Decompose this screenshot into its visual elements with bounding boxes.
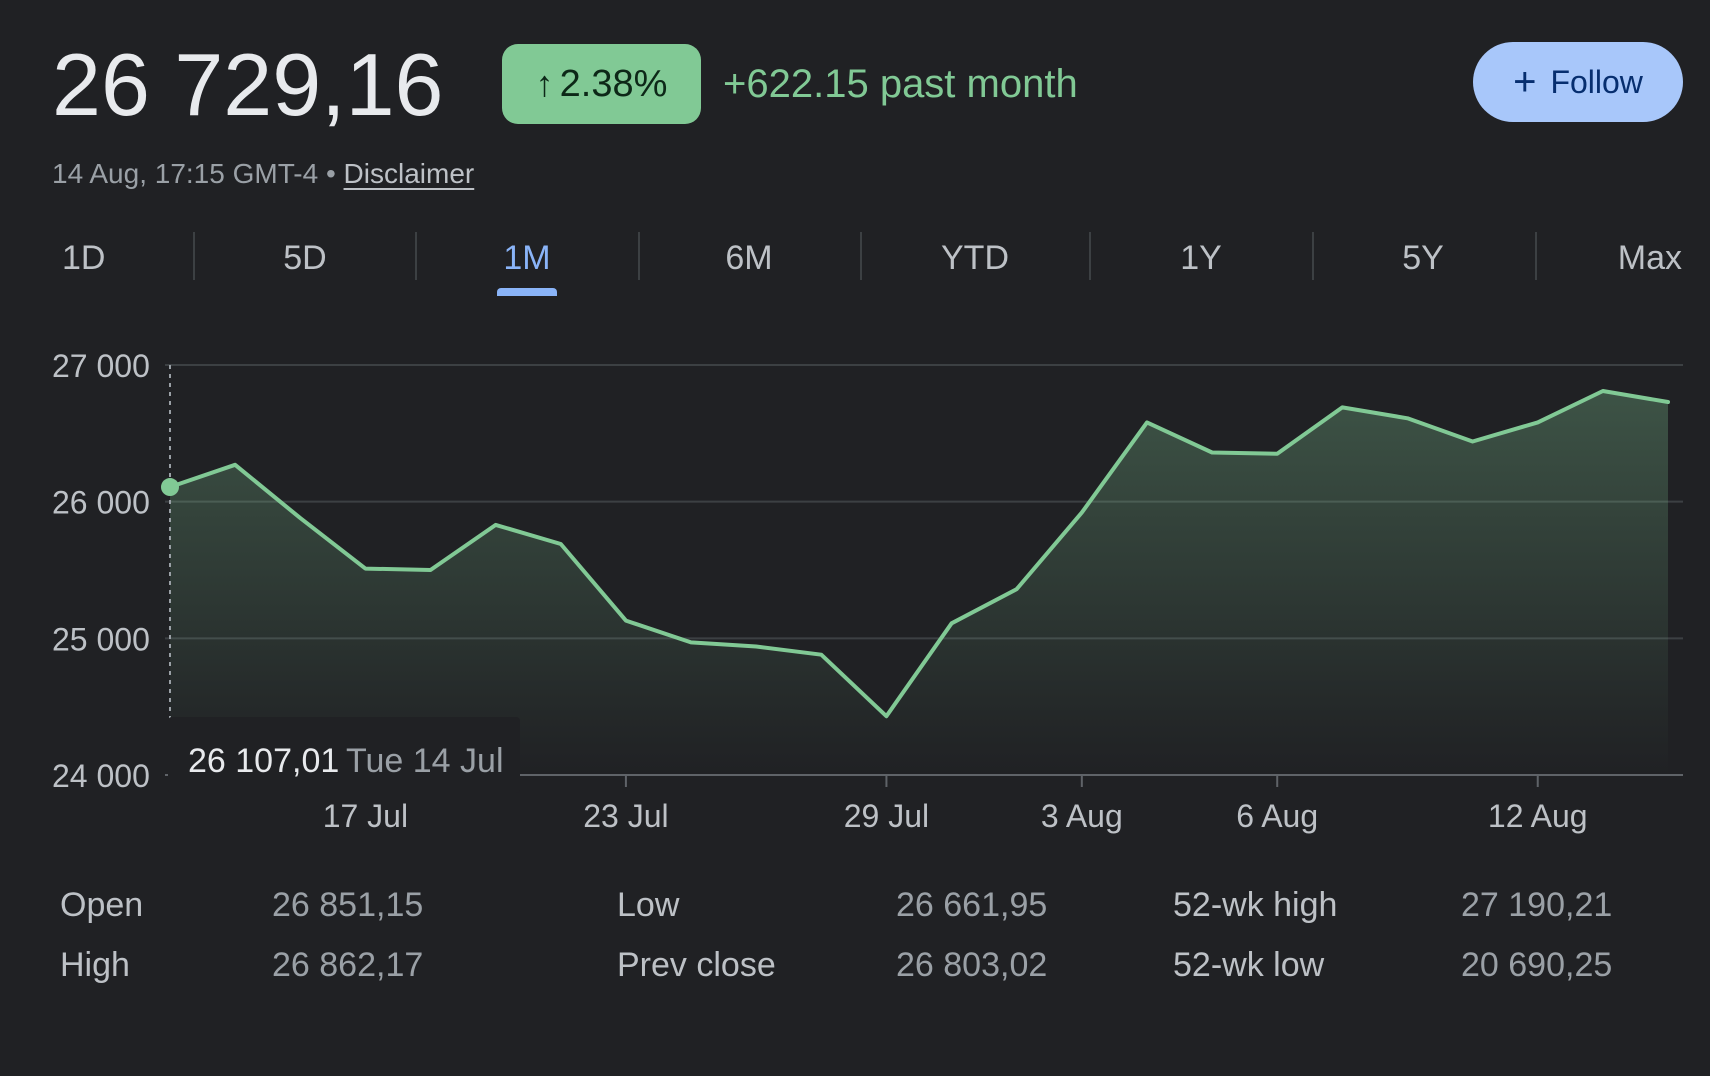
tab-1y[interactable]: 1Y bbox=[1180, 239, 1222, 277]
data-point[interactable] bbox=[555, 538, 567, 550]
stat-label-low: Low bbox=[617, 886, 680, 924]
tooltip-date: Tue 14 Jul bbox=[346, 742, 504, 780]
x-tick-label: 29 Jul bbox=[844, 798, 929, 834]
stat-value-open: 26 851,15 bbox=[272, 886, 424, 924]
price-chart: 17 Jul 23 Jul 29 Jul 3 Aug 6 Aug 12 Aug 24 00… bbox=[52, 348, 1683, 834]
stat-value-52-wk-low: 20 690,25 bbox=[1461, 946, 1613, 984]
data-point[interactable] bbox=[1271, 448, 1283, 460]
arrow-up-icon: ↑ bbox=[535, 63, 554, 104]
hover-point bbox=[161, 478, 179, 497]
x-tick-label: 17 Jul bbox=[323, 798, 408, 834]
data-point[interactable] bbox=[1076, 507, 1088, 519]
timestamp-line: 14 Aug, 17:15 GMT-4 • Disclaimer bbox=[52, 154, 474, 194]
tab-divider bbox=[193, 232, 195, 280]
stat-label-prev-close: Prev close bbox=[617, 946, 776, 984]
data-point[interactable] bbox=[294, 512, 306, 524]
data-point[interactable] bbox=[1206, 446, 1218, 458]
price-area bbox=[170, 391, 1668, 775]
x-tick-label: 3 Aug bbox=[1041, 798, 1123, 834]
x-tick-label: 23 Jul bbox=[583, 798, 668, 834]
x-tick-label: 12 Aug bbox=[1488, 798, 1588, 834]
y-tick-label: 26 000 bbox=[52, 485, 150, 521]
disclaimer-link[interactable]: Disclaimer bbox=[343, 158, 475, 189]
tab-divider bbox=[415, 232, 417, 280]
follow-label: Follow bbox=[1550, 63, 1643, 100]
timestamp: 14 Aug, 17:15 GMT-4 bbox=[52, 158, 319, 189]
tab-5d[interactable]: 5D bbox=[283, 239, 327, 277]
tab-divider bbox=[1089, 232, 1091, 280]
data-point[interactable] bbox=[880, 710, 892, 722]
tab-divider bbox=[638, 232, 640, 280]
range-tabs: 1D 5D 1M 6M YTD 1Y 5Y Max bbox=[0, 228, 1710, 300]
percent-change-badge: ↑ 2.38% bbox=[502, 44, 701, 124]
absolute-change: +622.15 past month bbox=[723, 62, 1078, 106]
tab-max[interactable]: Max bbox=[1617, 239, 1682, 277]
tab-ytd[interactable]: YTD bbox=[941, 239, 1009, 277]
tab-divider bbox=[1312, 232, 1314, 280]
tab-6m[interactable]: 6M bbox=[725, 239, 773, 277]
active-tab-indicator bbox=[497, 288, 557, 296]
data-point[interactable] bbox=[685, 636, 697, 648]
data-point[interactable] bbox=[946, 617, 958, 629]
current-price: 26 729,16 bbox=[52, 35, 444, 134]
price-line bbox=[168, 389, 1670, 719]
tab-5y[interactable]: 5Y bbox=[1402, 239, 1444, 277]
data-point[interactable] bbox=[815, 649, 827, 661]
data-point[interactable] bbox=[490, 519, 502, 531]
tooltip-box bbox=[168, 717, 520, 793]
follow-button[interactable]: + Follow bbox=[1473, 42, 1683, 122]
data-point[interactable] bbox=[1467, 436, 1479, 448]
stat-label-52-wk-low: 52-wk low bbox=[1173, 946, 1325, 984]
percent-change-value: 2.38% bbox=[559, 62, 668, 105]
tab-divider bbox=[860, 232, 862, 280]
separator-dot: • bbox=[325, 158, 336, 189]
data-point[interactable] bbox=[1401, 412, 1413, 424]
y-tick-label: 25 000 bbox=[52, 621, 150, 657]
tab-divider bbox=[1535, 232, 1537, 280]
data-point[interactable] bbox=[750, 641, 762, 653]
data-point[interactable] bbox=[1662, 396, 1674, 408]
stat-value-prev-close: 26 803,02 bbox=[896, 946, 1048, 984]
stat-value-low: 26 661,95 bbox=[896, 886, 1048, 924]
stat-value-high: 26 862,17 bbox=[272, 946, 424, 984]
data-point[interactable] bbox=[1532, 416, 1544, 428]
y-tick-label: 24 000 bbox=[52, 758, 150, 794]
stat-label-high: High bbox=[60, 946, 130, 984]
data-point[interactable] bbox=[620, 615, 632, 627]
stat-label-open: Open bbox=[60, 886, 144, 924]
data-point[interactable] bbox=[359, 563, 371, 575]
tab-1m[interactable]: 1M bbox=[503, 239, 551, 277]
stat-label-52-wk-high: 52-wk high bbox=[1173, 886, 1338, 924]
data-point[interactable] bbox=[1141, 416, 1153, 428]
x-tick-label: 6 Aug bbox=[1236, 798, 1318, 834]
tooltip-value: 26 107,01 bbox=[188, 742, 339, 780]
data-point[interactable] bbox=[1597, 385, 1609, 397]
stat-value-52-wk-high: 27 190,21 bbox=[1461, 886, 1613, 924]
data-point[interactable] bbox=[425, 564, 437, 576]
data-point[interactable] bbox=[229, 459, 241, 471]
plus-icon: + bbox=[1513, 60, 1537, 104]
data-point[interactable] bbox=[1336, 401, 1348, 413]
data-point[interactable] bbox=[1011, 583, 1023, 595]
tab-1d[interactable]: 1D bbox=[62, 239, 106, 277]
key-stats: Open 26 851,15 High 26 862,17 Low 26 661,95 Pr… bbox=[0, 880, 1710, 1010]
y-tick-label: 27 000 bbox=[52, 348, 150, 384]
